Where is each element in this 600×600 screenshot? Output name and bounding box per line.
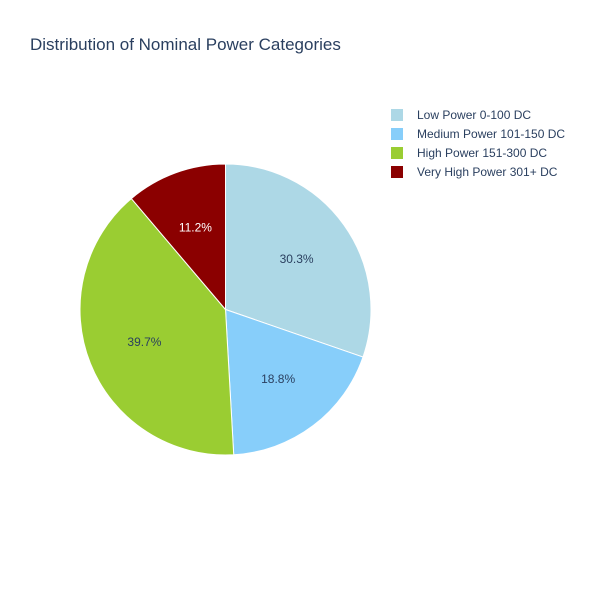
legend: Low Power 0-100 DC Medium Power 101-150 D… [391,108,565,179]
chart-title: Distribution of Nominal Power Categories [30,35,341,54]
pie-slice-very-high-power-301-dc[interactable] [130,163,226,311]
legend-swatch-low-power-0-100-dc[interactable] [391,109,403,121]
pie-slice-medium-power-101-150-dc[interactable] [224,308,364,456]
legend-swatch-medium-power-101-150-dc[interactable] [391,128,403,140]
slice-label-medium-power-101-150-dc: 18.8% [261,372,295,386]
legend-swatch-high-power-151-300-dc[interactable] [391,147,403,159]
pie-slice-high-power-151-300-dc[interactable] [79,197,235,456]
legend-label-very-high-power-301-dc[interactable]: Very High Power 301+ DC [417,165,558,179]
slice-label-very-high-power-301-dc: 11.2% [179,221,212,235]
pie-slice-labels: 30.3% 18.8% 39.7% 11.2% [127,221,314,387]
legend-label-high-power-151-300-dc[interactable]: High Power 151-300 DC [417,146,547,160]
pie-slices [79,163,372,456]
slice-label-high-power-151-300-dc: 39.7% [127,335,161,349]
pie-slice-low-power-0-100-dc[interactable] [225,163,372,358]
legend-label-low-power-0-100-dc[interactable]: Low Power 0-100 DC [417,108,531,122]
legend-label-medium-power-101-150-dc[interactable]: Medium Power 101-150 DC [417,127,565,141]
slice-label-low-power-0-100-dc: 30.3% [280,252,314,266]
legend-swatch-very-high-power-301-dc[interactable] [391,166,403,178]
